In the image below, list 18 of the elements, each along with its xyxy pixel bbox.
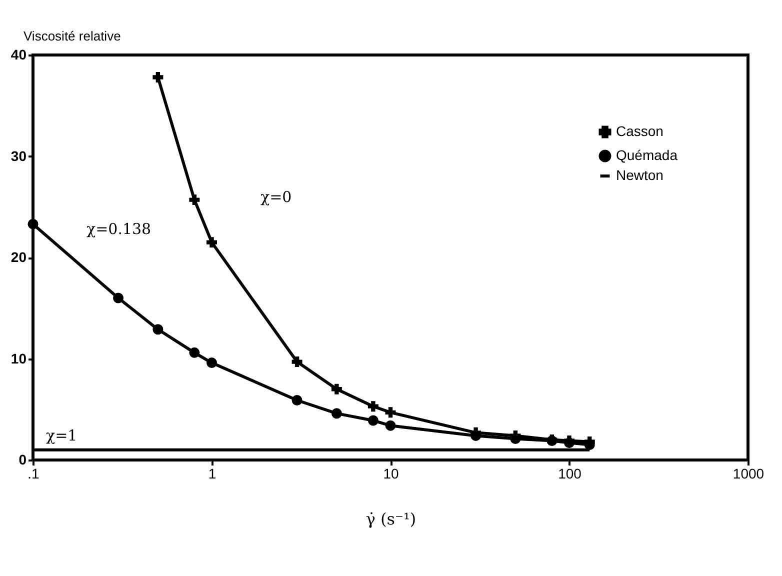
x-tick-label: 1 bbox=[208, 466, 216, 482]
legend-label: Casson bbox=[616, 123, 664, 139]
y-tick-label: 0 bbox=[18, 452, 27, 468]
x-tick-label: 100 bbox=[558, 466, 582, 482]
x-tick-label: .1 bbox=[28, 466, 40, 482]
annotation: χ=0.138 bbox=[86, 220, 152, 238]
y-tick-label: 30 bbox=[10, 148, 27, 164]
x-tick-label: 1000 bbox=[732, 466, 764, 482]
x-axis-title: γ̇ (s⁻¹) bbox=[366, 510, 416, 528]
annotation: χ=1 bbox=[46, 426, 78, 445]
y-tick-label: 40 bbox=[10, 46, 27, 62]
x-tick-label: 10 bbox=[383, 466, 399, 482]
y-tick-label: 10 bbox=[10, 350, 27, 366]
annotation: χ=0 bbox=[260, 188, 292, 206]
y-axis-title: Viscosité relative bbox=[24, 28, 121, 44]
y-tick-label: 20 bbox=[10, 249, 27, 265]
legend-label: Newton bbox=[616, 167, 664, 183]
legend-label: Quémada bbox=[616, 147, 678, 163]
